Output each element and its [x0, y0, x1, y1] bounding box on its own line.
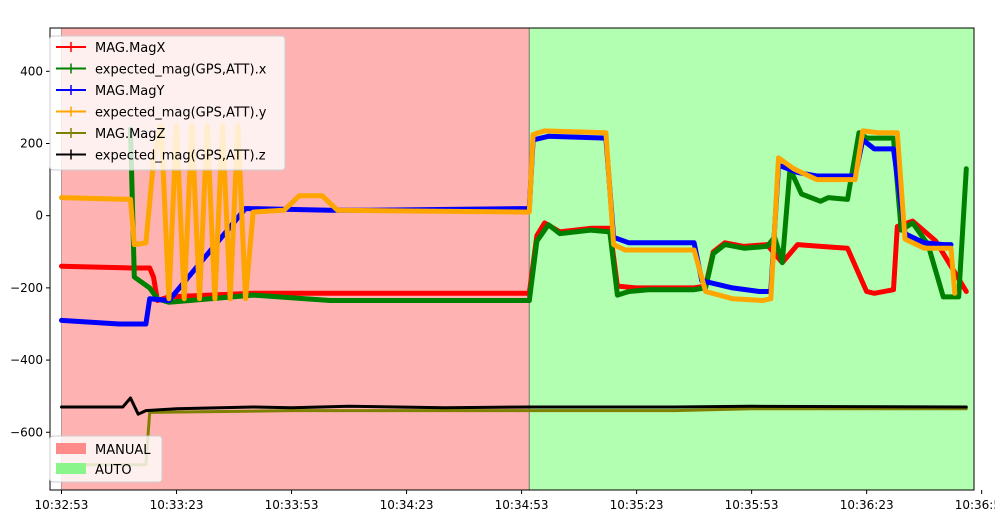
- legend-series-label: MAG.MagZ: [95, 127, 166, 142]
- legend-mode-swatch-manual: [56, 443, 86, 454]
- legend-series-label: expected_mag(GPS,ATT).x: [95, 63, 267, 78]
- legend-series-label: expected_mag(GPS,ATT).y: [95, 106, 267, 121]
- series-line-expected-mag-gps-att-z: [60, 396, 968, 416]
- y-tick-label: 200: [20, 137, 43, 151]
- legend-mode-swatch-auto: [56, 463, 86, 474]
- x-tick-label: 10:35:23: [610, 498, 664, 512]
- y-tick-label: 400: [20, 64, 43, 78]
- y-tick-label: −200: [10, 281, 43, 295]
- x-tick-label: 10:35:53: [725, 498, 779, 512]
- series-line-expected-mag-gps-att-x: [128, 126, 969, 305]
- legend-series-label: MAG.MagY: [95, 84, 165, 99]
- x-axis: 10:32:53 10:33:23 10:33:53 10:34:23 10:34:53…: [35, 490, 995, 512]
- legend-series: MAG.MagX expected_mag(GPS,ATT).x MAG.MagY e…: [49, 35, 286, 171]
- legend-series-label: MAG.MagX: [95, 41, 166, 56]
- mode-band-auto: [529, 28, 974, 490]
- y-tick-label: 0: [35, 209, 43, 223]
- x-tick-label: 10:33:53: [265, 498, 319, 512]
- y-axis: −600 −400 −200 0 200 400: [10, 64, 50, 439]
- legend-series-label: expected_mag(GPS,ATT).z: [95, 149, 266, 164]
- legend-modes: MANUAL AUTO: [49, 435, 163, 483]
- x-tick-label: 10:32:53: [35, 498, 89, 512]
- x-tick-label: 10:34:23: [380, 498, 434, 512]
- x-tick-label: 10:36:53: [955, 498, 995, 512]
- legend-mode-label: AUTO: [95, 463, 132, 478]
- x-tick-label: 10:36:23: [840, 498, 894, 512]
- y-tick-label: −400: [10, 353, 43, 367]
- y-tick-label: −600: [10, 425, 43, 439]
- x-tick-label: 10:33:23: [150, 498, 204, 512]
- plot-frame: [49, 27, 975, 491]
- legend-mode-label: MANUAL: [95, 443, 151, 458]
- x-tick-label: 10:34:53: [495, 498, 549, 512]
- legend-series-box: [49, 35, 286, 171]
